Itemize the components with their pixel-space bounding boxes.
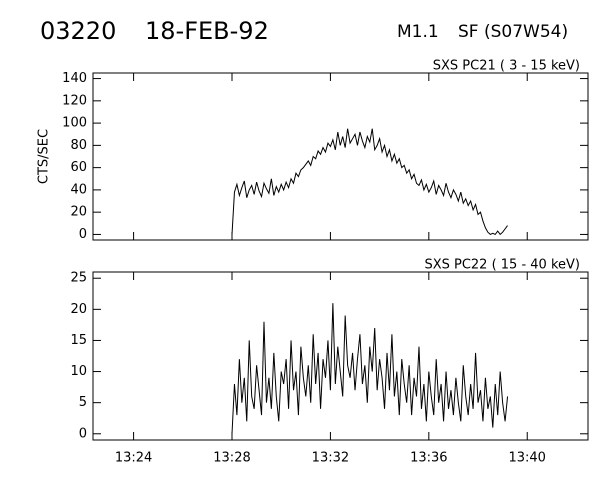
y-tick-label: 40 [70, 182, 87, 197]
y-tick-label: 60 [70, 160, 87, 175]
event-date: 18-FEB-92 [145, 17, 269, 45]
y-tick-label: 0 [79, 227, 87, 242]
x-tick-label: 13:36 [410, 451, 447, 466]
y-tick-label: 20 [70, 205, 87, 220]
data-line [231, 303, 509, 434]
y-axis-label: CTS/SEC [37, 129, 52, 184]
plot-frame [92, 271, 589, 441]
y-tick-label: 5 [79, 395, 87, 410]
x-tick-label: 13:28 [213, 451, 250, 466]
event-id: 03220 [40, 17, 116, 45]
y-tick-label: 0 [79, 426, 87, 441]
plot-frame [92, 72, 589, 241]
y-tick-label: 120 [62, 93, 87, 108]
x-tick-label: 13:40 [508, 451, 545, 466]
y-tick-label: 10 [70, 364, 87, 379]
flare-class: M1.1 [397, 22, 439, 42]
y-tick-label: 25 [70, 271, 87, 286]
flare-location: SF (S07W54) [458, 22, 568, 42]
y-tick-label: 80 [70, 138, 87, 153]
y-tick-label: 100 [62, 116, 87, 131]
x-tick-label: 13:24 [115, 451, 152, 466]
data-line [231, 128, 508, 236]
panel-title: SXS PC21 ( 3 - 15 keV) [433, 59, 580, 74]
panel-title: SXS PC22 ( 15 - 40 keV) [424, 258, 580, 273]
x-tick-label: 13:32 [312, 451, 349, 466]
y-tick-label: 15 [70, 333, 87, 348]
y-tick-label: 140 [62, 71, 87, 86]
y-tick-label: 20 [70, 302, 87, 317]
